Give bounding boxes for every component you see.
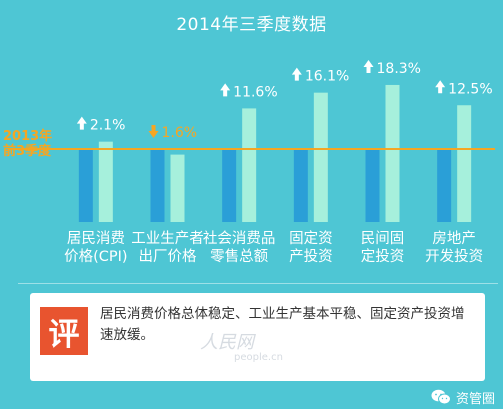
reference-label: 2013年 前3季度 [3,129,63,159]
x-label-line: 出厂价格 [138,249,197,265]
bar-2014-0 [98,141,113,222]
up-arrow-icon-4 [363,59,374,73]
up-arrow-icon-0 [76,116,87,130]
x-label-3: 固定资 产投资 [271,230,351,266]
data-label-text-2: 11.6% [233,84,277,100]
x-label-line: 民间固 [360,231,405,247]
x-label-line: 房地产 [432,231,476,247]
wechat-account[interactable]: 资管圈 [431,387,495,407]
x-label-line: 居民消费 [66,231,125,247]
wechat-account-name: 资管圈 [455,391,495,407]
comment-box: 评 居民消费价格总体稳定、工业生产基本平稳、固定资产投资增速放缓。 [30,293,485,381]
x-label-line: 固定资 [289,231,333,247]
bar-2013-3 [293,149,308,222]
x-label-2: 社会消费品 零售总额 [199,230,279,266]
x-axis-labels: 居民消费 价格(CPI) 工业生产者 出厂价格 社会消费品 零售总额 固定资 产投资 民间固 定投… [0,230,503,275]
bar-2014-4 [385,84,400,222]
data-label-text-0: 2.1% [90,118,126,134]
bar-2013-0 [78,149,93,222]
bar-chart-svg: 2.1% 1.6% 11.6% 16.1% 18.3% 12.5% [8,59,495,223]
data-label-text-5: 12.5% [448,81,492,97]
data-label-3: 16.1% [291,67,349,85]
bar-2014-2 [242,108,257,222]
x-label-5: 房地产 开发投资 [414,230,494,266]
bar-2014-1 [170,154,185,222]
bar-2014-3 [313,92,328,223]
x-label-0: 居民消费价格(CPI) [56,230,136,266]
data-label-text-3: 16.1% [305,69,349,85]
data-label-5: 12.5% [435,80,493,97]
x-label-line: 开发投资 [425,249,484,265]
data-label-text-1: 1.6% [162,125,198,141]
down-arrow-icon-1 [148,125,159,138]
x-label-line: 工业生产者 [131,231,204,247]
chart-title: 2014年三季度数据 [176,14,327,35]
bar-2013-5 [437,149,452,222]
data-label-0: 2.1% [76,116,126,134]
comment-badge: 评 [40,307,88,355]
data-label-text-4: 18.3% [377,61,421,77]
bar-2013-1 [150,149,165,222]
data-label-1: 1.6% [148,125,198,141]
up-arrow-icon-2 [220,83,231,97]
reference-label-period: 前3季度 [3,144,52,159]
divider [18,283,498,284]
bar-2014-5 [457,105,472,222]
x-label-line: 价格(CPI) [64,249,128,265]
x-label-line: 定投资 [360,249,405,265]
reference-label-year: 2013年 [3,129,53,144]
bar-chart: 2.1% 1.6% 11.6% 16.1% 18.3% 12.5% [0,40,503,275]
data-label-4: 18.3% [363,59,421,77]
up-arrow-icon-3 [291,67,302,81]
x-label-line: 社会消费品 [202,231,276,247]
wechat-icon [431,389,451,405]
x-label-line: 产投资 [289,249,333,265]
watermark-brand: 人民网 [200,332,254,353]
x-label-1: 工业生产者 出厂价格 [128,230,208,266]
bar-2013-2 [222,149,237,222]
x-label-4: 民间固 定投资 [343,230,423,266]
comment-text: 居民消费价格总体稳定、工业生产基本平稳、固定资产投资增速放缓。 [100,306,465,343]
bar-2013-4 [365,149,380,222]
up-arrow-icon-5 [435,80,446,94]
watermark-site: people.cn [234,352,283,363]
data-label-2: 11.6% [220,83,278,100]
x-label-line: 零售总额 [210,249,269,265]
